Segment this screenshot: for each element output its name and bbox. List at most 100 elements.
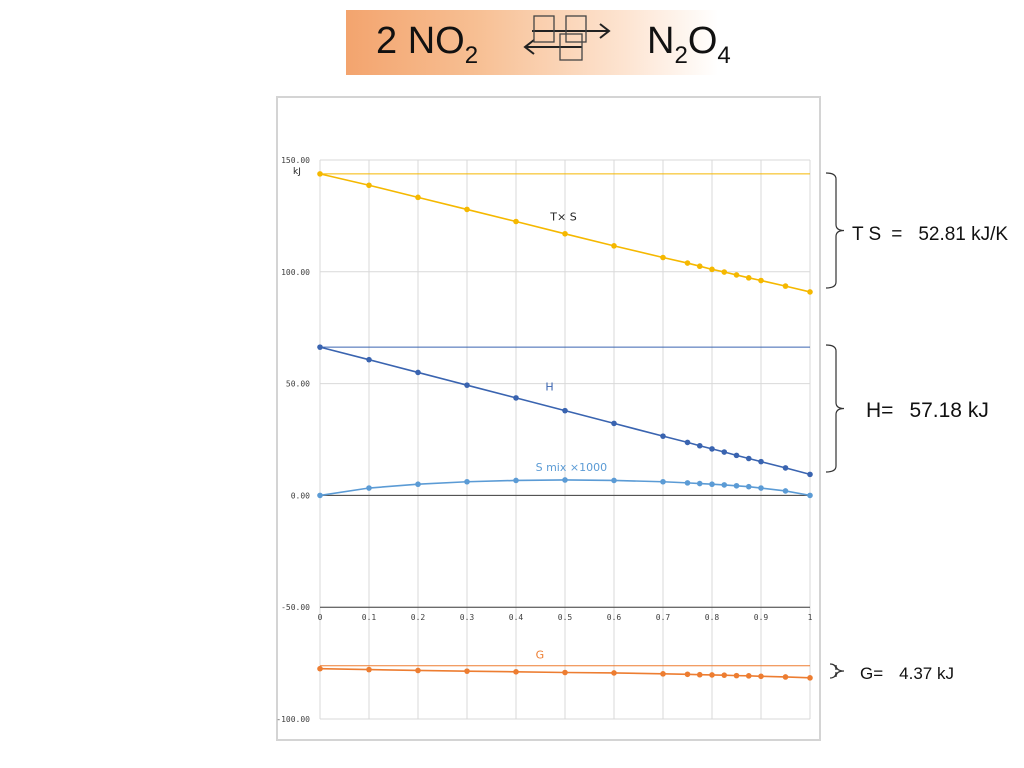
x-tick-label: 0.2 (411, 613, 426, 622)
y-tick-label: 150.00 (281, 156, 310, 165)
g-point (317, 665, 323, 672)
ts-point (513, 218, 519, 225)
ts-point (317, 171, 323, 177)
x-tick-label: 0.6 (607, 613, 622, 622)
ts-point (696, 263, 703, 270)
x-tick-label: 0.1 (362, 613, 377, 622)
chart-grid: 150.00 100.00 50.00 0.00 -50.00 -100.00 0 0.1 0.… (276, 156, 812, 724)
h-point (721, 449, 728, 455)
g-point (696, 671, 703, 678)
ts-annotation: T S = 52.81 kJ/K (852, 224, 1009, 245)
h-point (660, 433, 666, 439)
smix-series-label: S mix ×1000 (536, 461, 607, 474)
ts-point (611, 243, 617, 249)
g-point (684, 671, 691, 678)
ts-point (684, 260, 691, 266)
h-point (464, 382, 470, 388)
ts-point (562, 230, 568, 237)
g-point (709, 672, 715, 678)
smix-point (562, 477, 568, 483)
smix-point (782, 488, 789, 494)
h-annotation: H= 57.18 kJ (866, 399, 989, 422)
x-tick-label: 1 (808, 613, 813, 622)
h-brace (825, 344, 845, 473)
g-point (660, 671, 666, 677)
h-point (317, 344, 323, 350)
g-series-label: G (536, 649, 545, 662)
smix-point (660, 478, 666, 485)
chart-series (317, 171, 813, 681)
ts-point (758, 277, 764, 284)
ts-point (709, 266, 715, 273)
ts-point (415, 194, 421, 201)
smix-point (807, 492, 813, 499)
g-point (807, 675, 813, 681)
smix-point (611, 477, 617, 484)
h-point (758, 458, 764, 465)
h-point (709, 446, 715, 452)
g-brace (829, 663, 845, 679)
g-point (758, 673, 764, 680)
smix-point (733, 482, 740, 489)
braces (825, 172, 845, 679)
g-point (745, 673, 752, 679)
smix-point (366, 485, 372, 491)
h-point (611, 420, 617, 427)
h-point (562, 407, 568, 414)
ts-point (366, 182, 372, 189)
y-tick-label: 100.00 (281, 268, 310, 277)
smix-point (317, 492, 323, 499)
smix-point (684, 480, 691, 486)
x-tick-label: 0.9 (754, 613, 769, 622)
ts-point (733, 272, 740, 278)
smix-point (758, 485, 764, 491)
ts-series-label: T× S (549, 210, 576, 223)
y-tick-label: 50.00 (286, 380, 310, 389)
h-point (807, 471, 813, 478)
product-label: N2O4 (647, 20, 731, 69)
h-point (733, 452, 740, 459)
g-point (366, 666, 372, 673)
g-point (611, 670, 617, 676)
equilibrium-arrows-icon (523, 15, 611, 61)
smix-point (721, 482, 728, 488)
x-tick-label: 0.7 (656, 613, 671, 622)
chart-frame (276, 96, 821, 741)
g-point (562, 669, 568, 676)
ts-point (782, 283, 789, 289)
smix-point (415, 481, 421, 488)
h-point (415, 369, 421, 376)
ts-brace (825, 172, 845, 289)
y-tick-label: -50.00 (281, 603, 310, 612)
ts-point (721, 269, 728, 275)
g-point (782, 674, 789, 680)
g-point (464, 668, 470, 674)
h-point (513, 395, 519, 401)
smix-point (709, 481, 715, 488)
y-tick-label: -100.00 (276, 715, 310, 724)
smix-point (745, 483, 752, 490)
x-tick-label: 0.5 (558, 613, 573, 622)
ts-point (660, 254, 666, 261)
ts-point (745, 275, 752, 281)
h-point (366, 356, 372, 363)
g-annotation: G= 4.37 kJ (860, 664, 954, 683)
x-tick-label: 0.4 (509, 613, 524, 622)
h-point (745, 455, 752, 462)
smix-point (513, 477, 519, 484)
chart-labels: T× S H S mix ×1000 G (536, 210, 607, 661)
smix-point (696, 480, 703, 487)
x-tick-label: 0.8 (705, 613, 720, 622)
smix-point (464, 478, 470, 485)
y-tick-label: 0.00 (291, 491, 310, 500)
g-point (721, 672, 728, 678)
ts-point (464, 206, 470, 213)
reference-lines (320, 173, 810, 667)
g-point (415, 667, 421, 674)
ts-point (807, 289, 813, 295)
x-tick-label: 0 (318, 613, 323, 622)
x-tick-label: 0.3 (460, 613, 475, 622)
h-point (782, 465, 789, 471)
h-point (696, 442, 703, 449)
